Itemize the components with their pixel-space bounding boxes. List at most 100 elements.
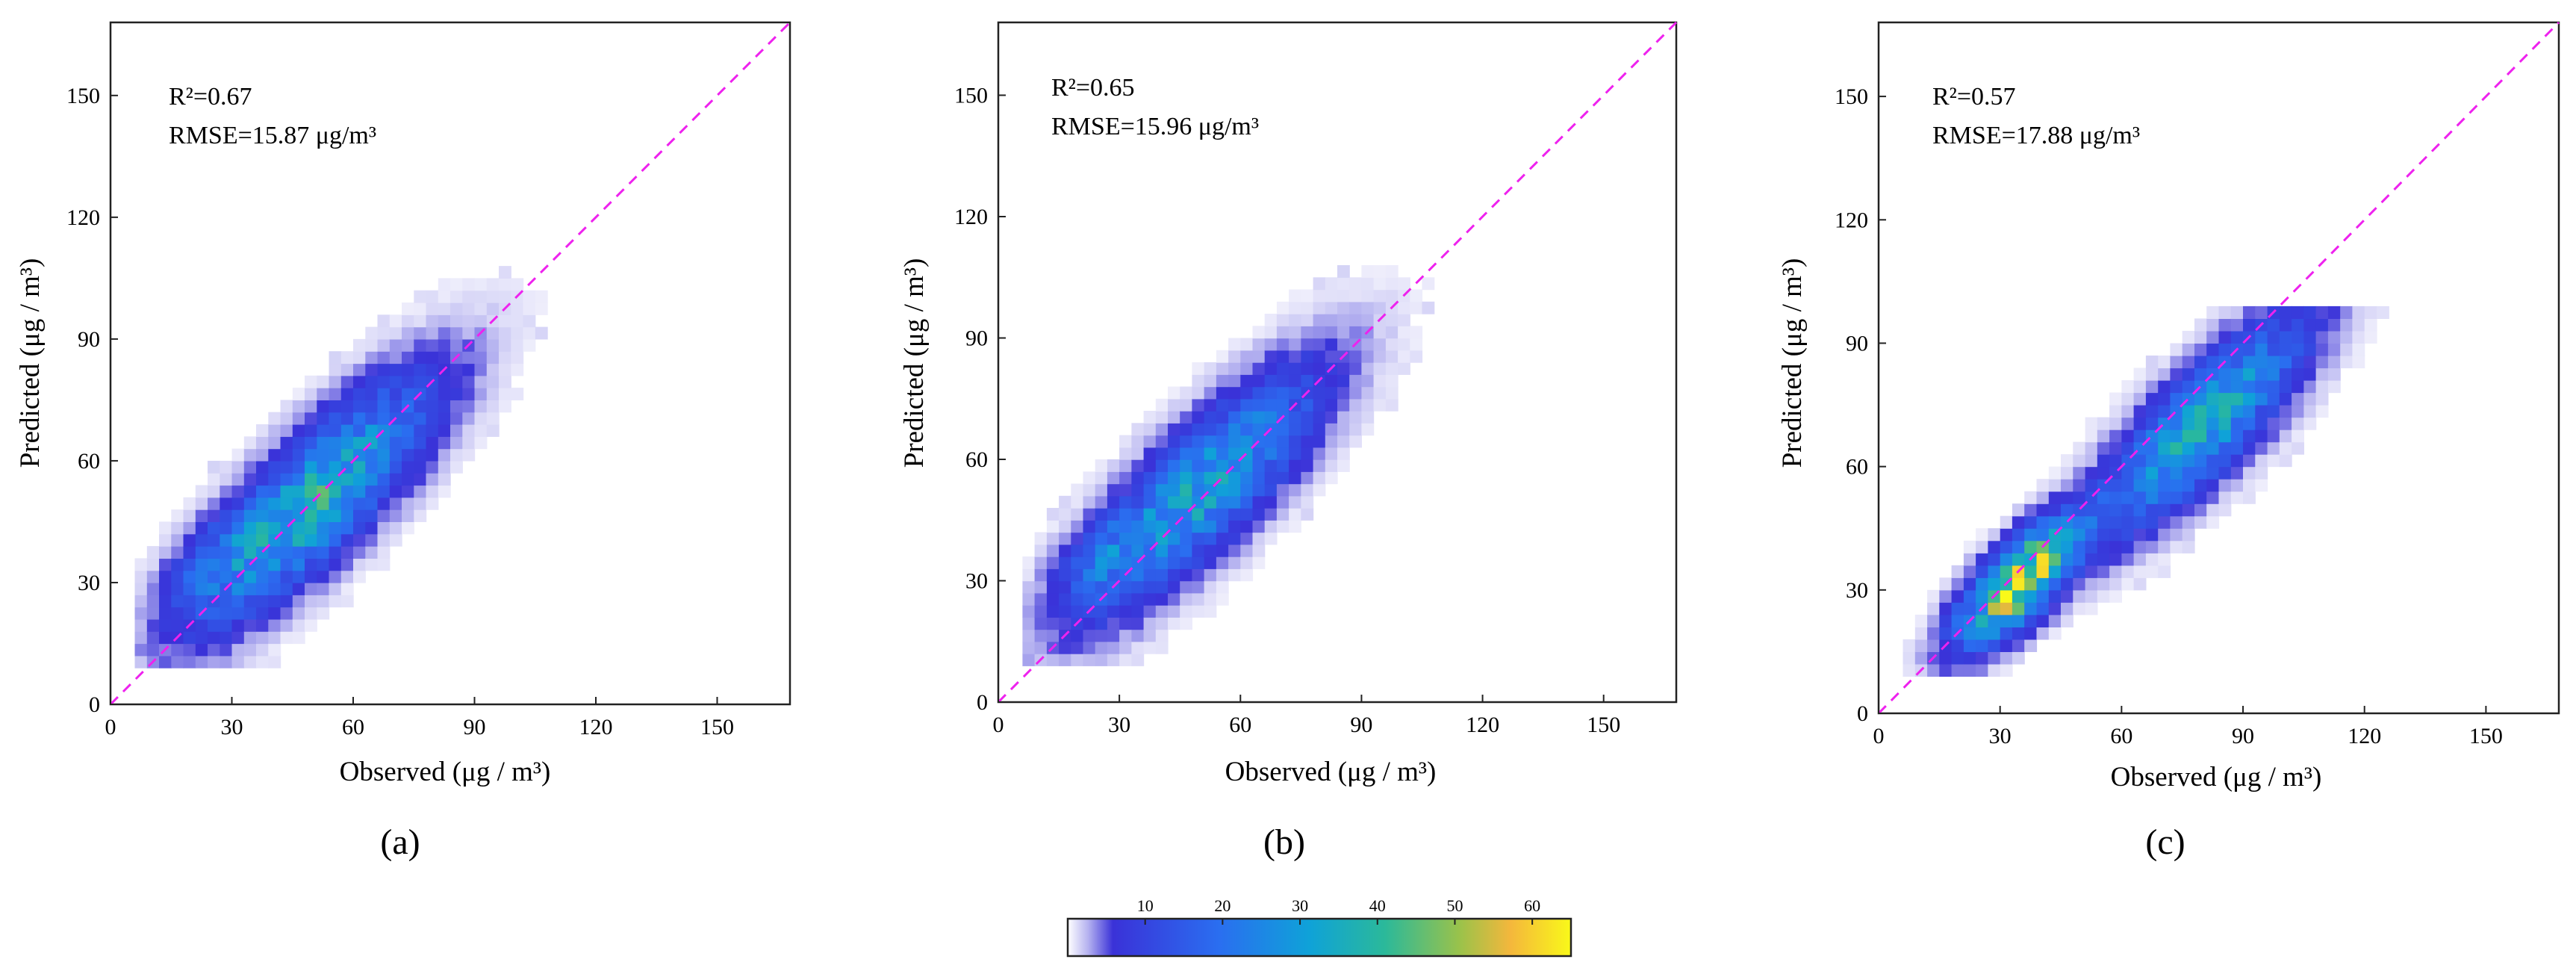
heatmap-cell xyxy=(134,655,148,669)
heatmap-cell xyxy=(243,448,257,462)
heatmap-cell xyxy=(1034,556,1048,569)
heatmap-cell xyxy=(1228,350,1241,363)
heatmap-cell xyxy=(1095,568,1108,582)
heatmap-cell xyxy=(1988,602,2001,615)
heatmap-cell xyxy=(474,375,488,388)
heatmap-cell xyxy=(426,303,439,315)
heatmap-cell xyxy=(1180,459,1192,472)
heatmap-cell xyxy=(2315,318,2329,332)
heatmap-cell xyxy=(377,497,391,510)
heatmap-cell xyxy=(329,375,342,388)
heatmap-cell xyxy=(231,558,245,571)
heatmap-cell xyxy=(2267,356,2280,369)
heatmap-cell xyxy=(329,521,342,535)
heatmap-cell xyxy=(2194,405,2207,418)
heatmap-cell xyxy=(1180,471,1192,485)
heatmap-cell xyxy=(1252,483,1266,497)
heatmap-cell xyxy=(329,351,342,365)
heatmap-cell xyxy=(499,278,511,291)
heatmap-cell xyxy=(1361,338,1375,351)
heatmap-cell xyxy=(243,497,257,510)
heatmap-cell xyxy=(2194,466,2207,480)
heatmap-cell xyxy=(280,631,293,645)
heatmap-cell xyxy=(1289,411,1301,424)
heatmap-cell xyxy=(1071,605,1084,618)
heatmap-cell xyxy=(486,424,500,437)
heatmap-cell xyxy=(1059,580,1071,594)
heatmap-cell xyxy=(195,497,208,510)
heatmap-cell xyxy=(2000,553,2013,566)
heatmap-cell xyxy=(2206,392,2220,406)
heatmap-cell xyxy=(1192,459,1205,472)
heatmap-cell xyxy=(1951,651,1964,665)
heatmap-cell xyxy=(2230,491,2244,504)
y-tick-label: 150 xyxy=(1835,84,1868,109)
heatmap-cell xyxy=(402,473,414,486)
heatmap-cell xyxy=(2182,356,2195,369)
heatmap-cell xyxy=(2255,417,2268,430)
heatmap-cell xyxy=(1192,447,1205,460)
heatmap-cell xyxy=(256,473,269,486)
heatmap-cell xyxy=(1071,495,1084,509)
heatmap-cell xyxy=(220,618,233,632)
heatmap-cell xyxy=(2158,392,2171,406)
heatmap-cell xyxy=(268,509,281,522)
heatmap-cell xyxy=(1119,629,1132,642)
heatmap-cell xyxy=(317,521,330,535)
heatmap-cell xyxy=(280,448,293,462)
heatmap-cell xyxy=(2243,392,2256,406)
heatmap-cell xyxy=(1976,663,1988,677)
heatmap-cell xyxy=(438,314,451,328)
heatmap-cell xyxy=(402,314,414,328)
heatmap-cell xyxy=(1349,314,1362,326)
heatmap-cell xyxy=(2073,602,2086,615)
heatmap-cell xyxy=(353,509,366,522)
heatmap-cell xyxy=(208,521,220,535)
heatmap-cell xyxy=(2279,318,2292,332)
heatmap-cell xyxy=(1276,350,1289,363)
heatmap-cell xyxy=(305,533,317,547)
heatmap-cell xyxy=(2145,392,2159,406)
heatmap-cell xyxy=(389,424,402,437)
heatmap-cell xyxy=(1192,592,1205,606)
heatmap-cell xyxy=(2170,515,2183,529)
heatmap-cell xyxy=(1361,374,1375,388)
heatmap-cell xyxy=(1398,338,1410,351)
y-tick-label: 0 xyxy=(977,690,988,715)
heatmap-cell xyxy=(2061,528,2073,542)
heatmap-cell xyxy=(2243,356,2256,369)
heatmap-cell xyxy=(2048,614,2062,627)
heatmap-cell xyxy=(292,583,305,595)
heatmap-cell xyxy=(402,388,414,400)
heatmap-cell xyxy=(220,533,233,547)
heatmap-cell xyxy=(1313,471,1326,485)
heatmap-cell xyxy=(1131,447,1145,460)
heatmap-cell xyxy=(511,338,524,352)
heatmap-cell xyxy=(365,485,379,498)
heatmap-cell xyxy=(1107,459,1120,472)
heatmap-cell xyxy=(2327,367,2341,381)
heatmap-cell xyxy=(2158,479,2171,492)
heatmap-cell xyxy=(183,631,196,645)
heatmap-cell xyxy=(340,424,354,437)
heatmap-cell xyxy=(1119,592,1132,606)
colorbar: 10 20 30 40 50 60 xyxy=(1066,896,1572,958)
heatmap-cell xyxy=(195,583,208,595)
heatmap-cell xyxy=(2158,528,2171,542)
heatmap-cell xyxy=(1155,592,1169,606)
heatmap-cell xyxy=(159,618,172,632)
heatmap-cell xyxy=(183,533,196,547)
heatmap-cell xyxy=(1963,589,1976,603)
heatmap-cell xyxy=(280,595,293,608)
heatmap-cell xyxy=(146,643,160,657)
heatmap-cell xyxy=(1228,520,1241,533)
heatmap-cell xyxy=(1083,520,1096,533)
heatmap-cell xyxy=(2000,565,2013,578)
heatmap-cell xyxy=(2024,528,2038,542)
heatmap-cell xyxy=(268,521,281,535)
heatmap-cell xyxy=(1264,508,1278,521)
heatmap-cell xyxy=(353,533,366,547)
heatmap-cell xyxy=(1143,495,1157,509)
heatmap-cell xyxy=(2230,356,2244,369)
heatmap-cell xyxy=(134,631,148,645)
